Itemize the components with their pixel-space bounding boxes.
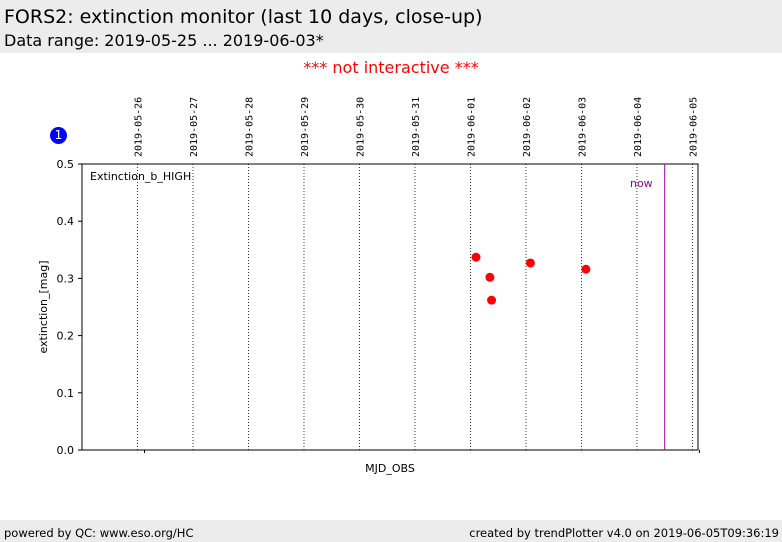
data-point (581, 264, 591, 274)
date-tick-label: 2019-06-03 (577, 97, 588, 157)
data-point (485, 272, 495, 282)
date-tick-label: 2019-05-27 (189, 97, 200, 157)
date-tick-label: 2019-05-31 (411, 97, 422, 157)
date-tick-label: 2019-05-30 (355, 97, 366, 157)
footer-powered-by: powered by QC: www.eso.org/HC (4, 526, 194, 540)
date-tick-label: 2019-05-28 (244, 97, 255, 157)
not-interactive-notice: *** not interactive *** (303, 58, 479, 77)
y-tick-label: 0.3 (57, 272, 75, 285)
y-tick-label: 0.2 (57, 330, 75, 343)
y-tick-label: 0.1 (57, 387, 75, 400)
series-annotation: Extinction_b_HIGH (90, 170, 191, 183)
date-tick-label: 2019-06-04 (633, 97, 644, 157)
now-label: now (630, 177, 653, 190)
data-point (471, 252, 481, 262)
y-tick-label: 0.4 (57, 215, 75, 228)
data-range-subtitle: Data range: 2019-05-25 ... 2019-06-03* (4, 31, 324, 50)
date-tick-label: 2019-05-26 (133, 97, 144, 157)
data-point (487, 295, 497, 305)
plot-frame (81, 163, 699, 451)
header-bar: FORS2: extinction monitor (last 10 days,… (0, 0, 782, 53)
plot-number-badge: 1 (50, 127, 67, 144)
page-title: FORS2: extinction monitor (last 10 days,… (4, 6, 483, 28)
data-point (525, 258, 535, 268)
date-tick-label: 2019-06-05 (688, 97, 699, 157)
y-axis-label: extinction_[mag] (37, 260, 50, 353)
y-tick-label: 0.5 (57, 158, 75, 171)
date-tick-label: 2019-05-29 (300, 97, 311, 157)
date-tick-label: 2019-06-01 (466, 97, 477, 157)
footer-bar: powered by QC: www.eso.org/HC created by… (0, 520, 782, 542)
x-axis-label: MJD_OBS (365, 462, 415, 475)
y-tick-label: 0.0 (57, 444, 75, 457)
date-tick-label: 2019-06-02 (522, 97, 533, 157)
footer-created-by: created by trendPlotter v4.0 on 2019-06-… (469, 526, 779, 540)
